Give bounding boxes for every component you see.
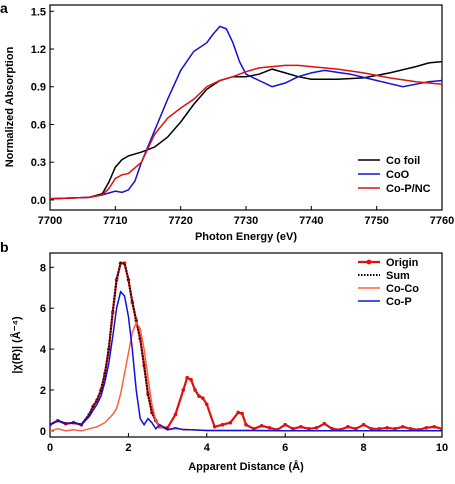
panel-a-plot-frame <box>49 4 443 211</box>
panel-a-chart: 0.00.30.60.91.21.5 7700 7710 7720 7730 7740 7… <box>4 4 454 243</box>
panel-b-legend-label-co-p: Co-P <box>386 296 412 308</box>
panel-a-series-coo <box>50 25 442 200</box>
panel-b-point-origin <box>369 427 374 431</box>
panel-b-x-ticks: 0 2 4 6 8 10 <box>47 433 448 454</box>
panel-b-point-origin <box>401 424 405 429</box>
panel-b-point-origin <box>189 377 193 382</box>
panel-b-plot-frame <box>49 252 443 438</box>
panel-a-letter: a <box>0 0 8 16</box>
panel-b-point-origin <box>259 423 264 428</box>
panel-b-point-origin <box>346 424 350 429</box>
panel-b-legend-label-co-co: Co-Co <box>386 283 419 295</box>
panel-b-point-origin <box>440 427 442 431</box>
panel-b-point-origin <box>393 427 397 431</box>
panel-b-x-tick-label: 2 <box>125 442 131 454</box>
panel-b-x-tick-label: 8 <box>361 442 367 454</box>
panel-b-y-tick-label: 6 <box>40 303 46 315</box>
panel-b-point-origin <box>377 427 382 431</box>
panel-b-point-origin <box>193 388 197 392</box>
panel-b-point-origin <box>252 427 256 431</box>
panel-b-point-origin <box>330 427 335 431</box>
panel-a-y-axis-label: Normalized Absorption <box>4 46 16 167</box>
panel-b-point-origin <box>283 422 288 427</box>
panel-b-point-origin <box>432 424 436 429</box>
panel-b-point-origin <box>408 427 413 431</box>
panel-b-point-origin <box>212 424 217 429</box>
panel-b-x-tick-label: 4 <box>204 442 211 454</box>
panel-a-series <box>50 25 442 200</box>
panel-b-y-tick-label: 2 <box>40 385 46 397</box>
panel-b-point-origin <box>361 422 366 427</box>
panel-b-point-origin <box>173 412 178 417</box>
panel-b-point-origin <box>236 410 240 415</box>
panel-a-x-tick-label: 7710 <box>103 215 127 227</box>
panel-b-y-tick-label: 4 <box>40 344 47 356</box>
panel-b-point-origin <box>385 426 389 430</box>
panel-b-point-origin <box>244 422 248 427</box>
panel-b-point-origin <box>306 427 311 431</box>
panel-b-x-tick-label: 6 <box>282 442 288 454</box>
panel-b-series-sum <box>50 262 168 430</box>
panel-a-legend-label-co-p-nc: Co-P/NC <box>386 183 431 195</box>
panel-b-point-origin <box>424 426 429 430</box>
panel-b-y-ticks: 0 2 4 6 8 <box>40 262 54 438</box>
panel-b-letter: b <box>0 239 9 255</box>
panel-a-legend-label-co-foil: Co foil <box>386 155 420 167</box>
panel-b-series-co-p <box>50 290 442 432</box>
panel-a-y-ticks: 0.0 0.3 0.6 0.9 1.2 1.5 <box>31 6 54 207</box>
panel-b-x-tick-label: 10 <box>436 442 448 454</box>
panel-a-x-tick-label: 7750 <box>364 215 388 227</box>
panel-a-legend: Co foil CoO Co-P/NC <box>358 155 431 195</box>
panel-b-point-origin <box>240 411 244 416</box>
panel-a-x-tick-label: 7760 <box>430 215 454 227</box>
panel-b-chart: 0 2 4 6 8 0 2 4 6 8 10 |χ(R)| (Å⁻⁴) Apparent Dist… <box>10 252 448 473</box>
panel-b-point-origin <box>322 421 327 426</box>
panel-b-legend-label-origin: Origin <box>386 257 419 269</box>
panel-b-point-origin <box>291 427 295 431</box>
panel-a-y-tick-label: 0.3 <box>31 157 46 169</box>
panel-b-point-origin <box>220 422 225 427</box>
panel-b-y-axis-label: |χ(R)| (Å⁻⁴) <box>10 316 23 374</box>
panel-b-y-tick-label: 0 <box>40 426 46 438</box>
panel-a-y-tick-label: 1.5 <box>31 6 46 18</box>
panel-a-y-tick-label: 0.0 <box>31 195 46 207</box>
panel-b-legend-marker-origin <box>366 259 372 265</box>
panel-b-point-origin <box>353 427 358 431</box>
panel-b-point-origin <box>181 388 186 392</box>
panel-b-series <box>50 261 442 432</box>
panel-a-x-tick-label: 7700 <box>38 215 62 227</box>
panel-b-point-origin <box>201 396 205 400</box>
panel-b-point-origin <box>267 426 272 430</box>
panel-b-point-origin <box>197 394 201 398</box>
panel-a-x-tick-label: 7720 <box>168 215 192 227</box>
panel-a-y-tick-label: 0.6 <box>31 119 46 131</box>
panel-a-x-axis-label: Photon Energy (eV) <box>195 231 297 243</box>
panel-a-y-tick-label: 1.2 <box>31 44 46 56</box>
panel-a-x-tick-label: 7730 <box>234 215 258 227</box>
panel-a-series-co-p-nc <box>50 64 442 200</box>
panel-b-point-origin <box>205 402 209 407</box>
panel-b-point-origin <box>185 375 189 380</box>
panel-a-y-tick-label: 0.9 <box>31 82 46 94</box>
panel-b-x-axis-label: Apparent Distance (Å) <box>188 460 304 473</box>
panel-b-x-tick-label: 0 <box>47 442 53 454</box>
panel-a-legend-label-coo: CoO <box>386 169 410 181</box>
panel-b-y-tick-label: 8 <box>40 262 46 274</box>
panel-b-point-origin <box>228 420 233 425</box>
panel-b-point-origin <box>299 424 303 429</box>
panel-a-x-ticks: 7700 7710 7720 7730 7740 7750 7760 <box>38 206 454 227</box>
panel-b-series-origin <box>50 262 442 431</box>
panel-b-point-origin <box>314 426 319 430</box>
panel-b-legend-label-sum: Sum <box>386 270 410 282</box>
panel-a-x-tick-label: 7740 <box>299 215 323 227</box>
